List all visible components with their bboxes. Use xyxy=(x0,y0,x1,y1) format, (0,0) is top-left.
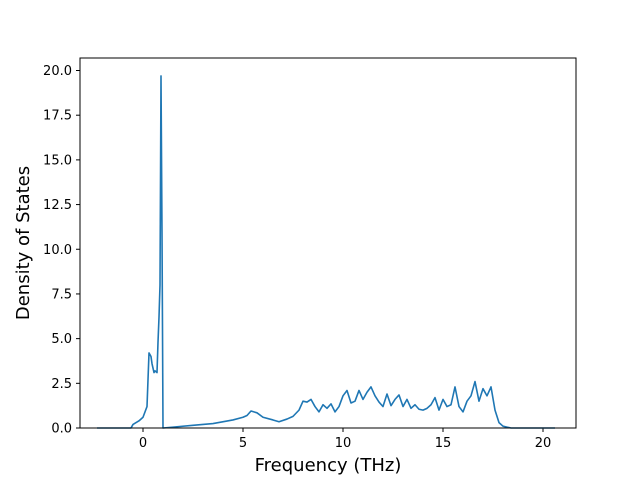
x-tick-label: 20 xyxy=(535,436,552,451)
y-tick-label: 20.0 xyxy=(43,64,72,79)
y-tick-label: 2.5 xyxy=(51,377,72,392)
y-axis-label: Density of States xyxy=(13,166,34,320)
x-tick-label: 10 xyxy=(335,436,352,451)
y-tick-label: 10.0 xyxy=(43,243,72,258)
y-tick-label: 0.0 xyxy=(51,422,72,437)
y-tick-label: 5.0 xyxy=(51,332,72,347)
x-tick-label: 0 xyxy=(139,436,147,451)
y-tick-label: 12.5 xyxy=(43,198,72,213)
x-axis-label: Frequency (THz) xyxy=(255,455,402,476)
x-tick-label: 5 xyxy=(239,436,247,451)
x-tick-label: 15 xyxy=(435,436,452,451)
plot-frame xyxy=(79,57,577,429)
y-tick-label: 15.0 xyxy=(43,153,72,168)
y-tick-label: 17.5 xyxy=(43,109,72,124)
series-line xyxy=(97,75,555,429)
y-tick-label: 7.5 xyxy=(51,287,72,302)
axis-ticks: 0 5 10 15 20 0.0 2.5 5.0 7.5 10.0 12.5 15.0 17.5 20.0 xyxy=(43,64,551,451)
